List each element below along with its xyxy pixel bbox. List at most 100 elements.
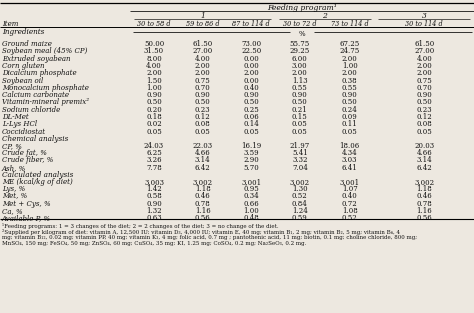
Text: 0.50: 0.50	[292, 99, 308, 106]
Text: 27.00: 27.00	[414, 47, 434, 55]
Text: 0.23: 0.23	[417, 106, 432, 114]
Text: 0.23: 0.23	[195, 106, 210, 114]
Text: 2.00: 2.00	[243, 69, 259, 77]
Text: 0.90: 0.90	[195, 91, 210, 99]
Text: 0.08: 0.08	[195, 121, 210, 128]
Text: 61.50: 61.50	[414, 40, 434, 48]
Text: 0.70: 0.70	[195, 84, 210, 92]
Text: 0.05: 0.05	[342, 128, 357, 136]
Text: 0.50: 0.50	[416, 99, 432, 106]
Text: 1.24: 1.24	[292, 207, 308, 215]
Text: 31.50: 31.50	[144, 47, 164, 55]
Text: 0.70: 0.70	[416, 84, 432, 92]
Text: 1.08: 1.08	[342, 207, 357, 215]
Text: 0.50: 0.50	[243, 99, 259, 106]
Text: 0.09: 0.09	[342, 113, 357, 121]
Text: 3: 3	[422, 12, 427, 20]
Text: 0.56: 0.56	[195, 214, 210, 222]
Text: 5.41: 5.41	[292, 149, 308, 157]
Text: 0.55: 0.55	[342, 84, 357, 92]
Text: 1.00: 1.00	[243, 207, 259, 215]
Text: 22.03: 22.03	[192, 142, 213, 150]
Text: Extruded soyabean: Extruded soyabean	[2, 54, 71, 63]
Text: 0.50: 0.50	[146, 99, 162, 106]
Text: 0.72: 0.72	[342, 200, 357, 208]
Text: 3,001: 3,001	[241, 178, 261, 186]
Text: 1.16: 1.16	[195, 207, 210, 215]
Text: 3,002: 3,002	[192, 178, 213, 186]
Text: Monocalcium phosphate: Monocalcium phosphate	[2, 84, 89, 92]
Text: 0.08: 0.08	[416, 121, 432, 128]
Text: 0.90: 0.90	[292, 91, 308, 99]
Text: 0.18: 0.18	[146, 113, 162, 121]
Text: 2.00: 2.00	[342, 69, 357, 77]
Text: 0.90: 0.90	[342, 91, 357, 99]
Text: 0.12: 0.12	[195, 113, 210, 121]
Text: 73.00: 73.00	[241, 40, 261, 48]
Text: 4.66: 4.66	[416, 149, 432, 157]
Text: 0.59: 0.59	[292, 214, 308, 222]
Text: 1.50: 1.50	[146, 76, 162, 85]
Text: 0.25: 0.25	[243, 106, 259, 114]
Text: 7.04: 7.04	[292, 164, 308, 172]
Text: ME (kcal/kg of diet): ME (kcal/kg of diet)	[2, 178, 73, 186]
Text: 3.14: 3.14	[417, 156, 432, 164]
Text: 4.00: 4.00	[416, 54, 432, 63]
Text: 0.55: 0.55	[292, 84, 308, 92]
Text: 3.00: 3.00	[292, 62, 308, 70]
Text: 2.00: 2.00	[416, 69, 432, 77]
Text: 0.14: 0.14	[243, 121, 259, 128]
Text: 0.21: 0.21	[292, 106, 308, 114]
Text: 30 to 114 d: 30 to 114 d	[405, 20, 443, 28]
Text: 3,003: 3,003	[144, 178, 164, 186]
Text: 3,001: 3,001	[339, 178, 360, 186]
Text: 61.50: 61.50	[192, 40, 213, 48]
Text: 20.03: 20.03	[414, 142, 434, 150]
Text: 6.00: 6.00	[292, 54, 308, 63]
Text: 3,002: 3,002	[414, 178, 434, 186]
Text: 27.00: 27.00	[192, 47, 213, 55]
Text: Corn gluten: Corn gluten	[2, 62, 45, 70]
Text: Ground maize: Ground maize	[2, 40, 52, 48]
Text: 0.00: 0.00	[243, 76, 259, 85]
Text: 2.00: 2.00	[195, 62, 210, 70]
Text: 0.52: 0.52	[342, 214, 357, 222]
Text: 1.16: 1.16	[416, 207, 432, 215]
Text: 2.00: 2.00	[342, 54, 357, 63]
Text: 0.48: 0.48	[243, 214, 259, 222]
Text: 24.75: 24.75	[339, 47, 360, 55]
Text: 1.30: 1.30	[292, 185, 308, 193]
Text: 0.56: 0.56	[416, 214, 432, 222]
Text: Coccidiostat: Coccidiostat	[2, 128, 46, 136]
Text: 73 to 114 d: 73 to 114 d	[331, 20, 368, 28]
Text: 0.90: 0.90	[243, 91, 259, 99]
Text: Lys, %: Lys, %	[2, 185, 25, 193]
Text: 0.38: 0.38	[342, 76, 357, 85]
Text: 0.90: 0.90	[416, 91, 432, 99]
Text: Met + Cys, %: Met + Cys, %	[2, 200, 51, 208]
Text: 1.42: 1.42	[146, 185, 162, 193]
Text: 5.70: 5.70	[243, 164, 259, 172]
Text: 0.78: 0.78	[195, 200, 210, 208]
Text: Vitamin-mineral premix²: Vitamin-mineral premix²	[2, 99, 89, 106]
Text: 0.20: 0.20	[146, 106, 162, 114]
Text: 0.58: 0.58	[146, 192, 162, 200]
Text: 0.02: 0.02	[146, 121, 162, 128]
Text: Soybean meal (45% CP): Soybean meal (45% CP)	[2, 47, 87, 55]
Text: 4.34: 4.34	[342, 149, 357, 157]
Text: DL-Met: DL-Met	[2, 113, 28, 121]
Text: Ingredients: Ingredients	[2, 28, 44, 36]
Text: Available P, %: Available P, %	[2, 214, 51, 222]
Text: 50.00: 50.00	[144, 40, 164, 48]
Text: 0.78: 0.78	[416, 200, 432, 208]
Text: Feeding program¹: Feeding program¹	[267, 4, 337, 12]
Text: 6.42: 6.42	[416, 164, 432, 172]
Text: Calculated analysis: Calculated analysis	[2, 171, 73, 179]
Text: %: %	[299, 30, 305, 38]
Text: Met, %: Met, %	[2, 192, 27, 200]
Text: 0.63: 0.63	[146, 214, 162, 222]
Text: 0.50: 0.50	[195, 99, 210, 106]
Text: 0.40: 0.40	[342, 192, 357, 200]
Text: 0.95: 0.95	[243, 185, 259, 193]
Text: Chemical analysis: Chemical analysis	[2, 135, 68, 143]
